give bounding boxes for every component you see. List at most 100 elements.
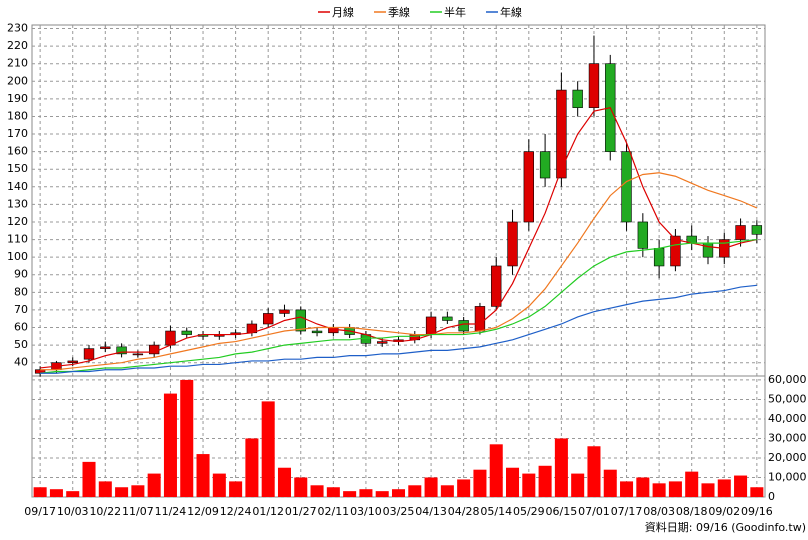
volume-bar <box>668 481 682 497</box>
candle-body <box>539 151 551 179</box>
candle-body <box>735 225 746 240</box>
x-tick-label: 09/16 <box>741 505 773 518</box>
volume-bar <box>506 467 520 497</box>
y-tick-label: 90 <box>14 268 28 281</box>
y-tick-label: 50 <box>14 338 28 351</box>
x-tick-label: 03/25 <box>383 505 415 518</box>
volume-bar <box>310 485 324 497</box>
volume-bar <box>571 473 585 497</box>
legend-label: 年線 <box>500 5 522 19</box>
volume-bar <box>82 461 96 497</box>
volume-bar <box>620 481 634 497</box>
candle-body <box>67 360 78 363</box>
x-tick-label: 08/03 <box>643 505 675 518</box>
volume-bar <box>750 487 764 497</box>
volume-bar <box>636 477 650 497</box>
y-tick-label: 70 <box>14 303 28 316</box>
candle-body <box>442 316 453 321</box>
volume-bar <box>180 379 194 497</box>
y-tick-label: 100 <box>7 250 28 263</box>
volume-bar <box>375 491 389 497</box>
volume-bar <box>440 485 454 497</box>
candle-body <box>621 151 632 223</box>
candle-body <box>132 353 144 356</box>
x-tick-label: 03/10 <box>350 505 382 518</box>
footnote: 資料日期: 09/16 (Goodinfo.tw) <box>645 520 806 534</box>
volume-bar <box>457 479 471 497</box>
y-tick-label: 40 <box>14 356 28 369</box>
x-tick-label: 04/13 <box>415 505 447 518</box>
volume-bar <box>115 487 129 497</box>
x-tick-label: 06/15 <box>546 505 578 518</box>
y-tick-label: 130 <box>7 197 28 210</box>
volume-bar <box>717 479 731 497</box>
candle-body <box>83 348 95 360</box>
volume-bar <box>277 467 291 497</box>
x-tick-label: 09/17 <box>24 505 56 518</box>
volume-bar <box>603 469 617 497</box>
x-tick-label: 02/11 <box>317 505 349 518</box>
candle-body <box>263 313 274 325</box>
x-tick-label: 08/18 <box>676 505 708 518</box>
y-tick-label: 230 <box>7 22 28 35</box>
candle-body <box>556 89 567 179</box>
volume-bar <box>489 444 503 497</box>
volume-bar <box>701 483 715 497</box>
legend-label: 半年 <box>444 5 466 19</box>
candle-body <box>751 225 763 235</box>
y-tick-label: 200 <box>7 74 28 87</box>
candle-body <box>588 63 600 108</box>
y2-tick-label: 40,000 <box>768 412 807 425</box>
y2-tick-label: 30,000 <box>768 431 807 444</box>
ma-line <box>40 106 757 369</box>
volume-bar <box>261 401 275 497</box>
candle-body <box>295 309 306 332</box>
y-tick-label: 110 <box>7 233 28 246</box>
candle-body <box>523 151 534 223</box>
y-tick-label: 60 <box>14 321 28 334</box>
volume-bar <box>473 469 487 497</box>
x-tick-label: 12/24 <box>220 505 252 518</box>
x-tick-label: 11/24 <box>155 505 187 518</box>
volume-bar <box>424 477 438 497</box>
candle-body <box>507 221 518 267</box>
candle-body <box>425 316 437 335</box>
y-tick-label: 150 <box>7 162 28 175</box>
candle-body <box>653 248 665 267</box>
volume-bar <box>33 487 47 497</box>
ma-line <box>40 238 757 374</box>
y-tick-label: 210 <box>7 57 28 70</box>
y-tick-label: 140 <box>7 180 28 193</box>
y-tick-label: 190 <box>7 92 28 105</box>
volume-bar <box>554 438 568 497</box>
volume-bar <box>326 487 340 497</box>
candle-body <box>572 89 583 108</box>
volume-bar <box>163 393 177 497</box>
candle-body <box>116 346 127 355</box>
legend-label: 月線 <box>332 5 354 19</box>
volume-bar <box>359 489 373 497</box>
candle-body <box>702 242 714 258</box>
x-tick-label: 04/28 <box>448 505 480 518</box>
volume-bar <box>685 471 699 497</box>
x-tick-label: 07/01 <box>578 505 610 518</box>
volume-bar <box>196 454 210 497</box>
x-tick-label: 10/03 <box>57 505 89 518</box>
y2-tick-label: 60,000 <box>768 373 807 386</box>
y-tick-label: 180 <box>7 109 28 122</box>
volume-bar <box>587 446 601 497</box>
volume-bar <box>408 485 422 497</box>
x-tick-label: 01/12 <box>252 505 284 518</box>
y-tick-label: 220 <box>7 39 28 52</box>
volume-bar <box>522 473 536 497</box>
volume-bar <box>652 483 666 497</box>
candle-body <box>670 235 681 267</box>
y2-tick-label: 0 <box>768 490 775 503</box>
volume-bar <box>66 491 80 497</box>
volume-bar <box>229 481 243 497</box>
candle-body <box>474 306 486 332</box>
x-tick-label: 10/22 <box>89 505 121 518</box>
y2-tick-label: 10,000 <box>768 470 807 483</box>
volume-bar <box>98 481 112 497</box>
